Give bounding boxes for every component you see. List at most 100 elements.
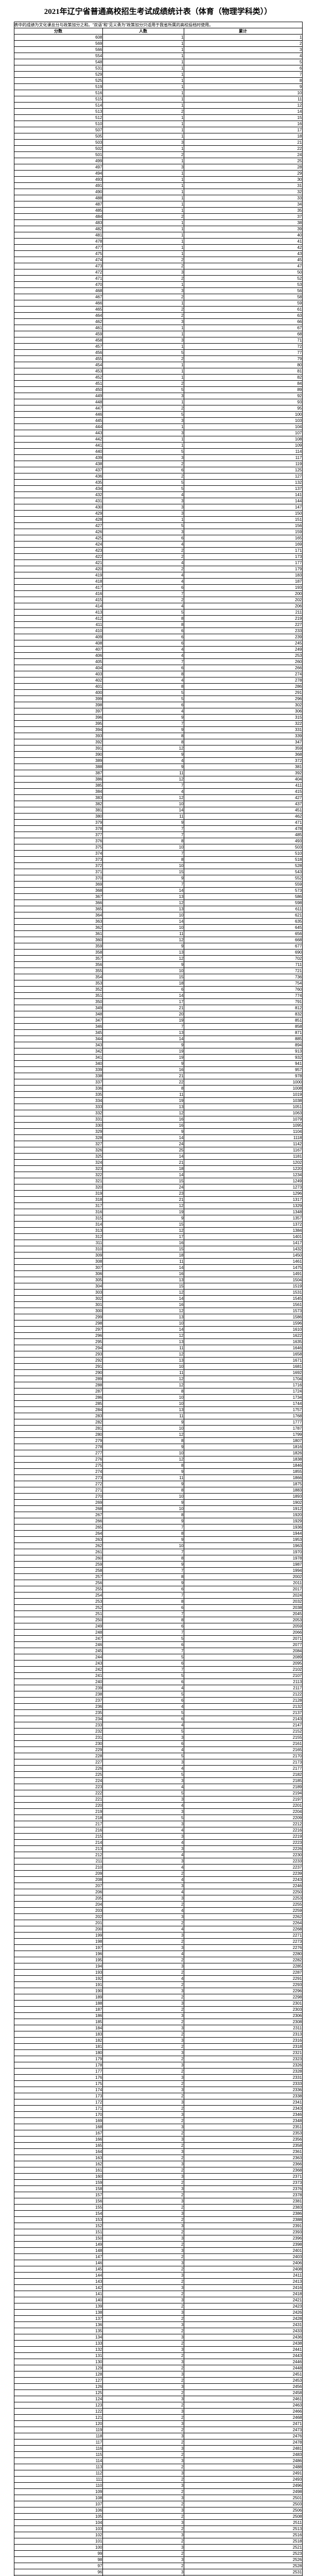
table-row: 401 8 286 xyxy=(13,683,303,690)
cell-score: 448 xyxy=(13,399,103,405)
cell-count: 3 xyxy=(102,2173,184,2180)
cell-score: 475 xyxy=(13,250,103,257)
table-row: 320 24 1273 xyxy=(13,1184,303,1191)
cell-score: 124 xyxy=(13,2396,103,2402)
cell-score: 240 xyxy=(13,1679,103,1685)
table-row: 338 21 978 xyxy=(13,1073,303,1079)
cell-count: 2 xyxy=(102,2167,184,2174)
cell-cumulative: 1450 xyxy=(183,1252,303,1259)
cell-score: 320 xyxy=(13,1184,103,1191)
cell-score: 400 xyxy=(13,689,103,696)
table-row: 435 5 132 xyxy=(13,479,303,486)
cell-score: 236 xyxy=(13,1703,103,1710)
cell-count: 13 xyxy=(102,1104,184,1110)
table-row: 450 5 89 xyxy=(13,386,303,393)
cell-count: 2 xyxy=(102,2043,184,2050)
cell-count: 7 xyxy=(102,1567,184,1574)
table-row: 244 5 2089 xyxy=(13,1654,303,1660)
cell-score: 167 xyxy=(13,2130,103,2137)
cell-count: 2 xyxy=(102,2501,184,2507)
cell-count: 4 xyxy=(102,1852,184,1858)
cell-score: 96 xyxy=(13,2569,103,2575)
cell-count: 4 xyxy=(102,652,184,659)
cell-count: 2 xyxy=(102,2550,184,2557)
cell-count: 4 xyxy=(102,1975,184,1982)
table-row: 247 5 2071 xyxy=(13,1635,303,1642)
cell-count: 4 xyxy=(102,1951,184,1957)
cell-cumulative: 125 xyxy=(183,467,303,473)
cell-score: 116 xyxy=(13,2445,103,2452)
table-row: 323 18 1220 xyxy=(13,1165,303,1172)
table-row: 408 6 245 xyxy=(13,640,303,647)
table-row: 184 3 2311 xyxy=(13,2025,303,2031)
cell-count: 12 xyxy=(102,1382,184,1388)
table-row: 118 3 2476 xyxy=(13,2433,303,2439)
cell-score: 336 xyxy=(13,1085,103,1092)
cell-cumulative: 2182 xyxy=(183,1771,303,1778)
cell-score: 222 xyxy=(13,1790,103,1797)
cell-count: 4 xyxy=(102,1889,184,1895)
table-row: 363 14 635 xyxy=(13,918,303,925)
cell-score: 172 xyxy=(13,2099,103,2106)
cell-count: 8 xyxy=(102,1487,184,1494)
cell-score: 399 xyxy=(13,696,103,702)
cell-score: 319 xyxy=(13,1190,103,1197)
cell-cumulative: 1079 xyxy=(183,1116,303,1123)
cell-count: 12 xyxy=(102,937,184,943)
cell-count: 3 xyxy=(102,2049,184,2056)
cell-cumulative: 260 xyxy=(183,658,303,665)
cell-cumulative: 2498 xyxy=(183,2488,303,2495)
cell-score: 439 xyxy=(13,454,103,461)
table-row: 230 6 2161 xyxy=(13,1740,303,1747)
cell-cumulative: 1348 xyxy=(183,1209,303,1215)
table-row: 277 10 1826 xyxy=(13,1450,303,1456)
table-row: 471 2 52 xyxy=(13,275,303,282)
cell-score: 325 xyxy=(13,1153,103,1160)
cell-score: 462 xyxy=(13,318,103,325)
cell-cumulative: 2212 xyxy=(183,1821,303,1827)
table-row: 427 5 156 xyxy=(13,522,303,529)
cell-count: 3 xyxy=(102,2136,184,2143)
table-row: 327 24 1142 xyxy=(13,1141,303,1147)
cell-count: 3 xyxy=(102,2458,184,2464)
table-row: 259 9 1987 xyxy=(13,1561,303,1568)
cell-count: 5 xyxy=(102,1691,184,1698)
table-row: 306 16 1491 xyxy=(13,1270,303,1277)
table-row: 264 8 1944 xyxy=(13,1530,303,1537)
cell-count: 1 xyxy=(102,189,184,195)
cell-count: 9 xyxy=(102,1042,184,1048)
cell-cumulative: 169 xyxy=(183,541,303,548)
cell-cumulative: 2431 xyxy=(183,2321,303,2328)
cell-score: 146 xyxy=(13,2260,103,2266)
cell-cumulative: 702 xyxy=(183,955,303,962)
cell-count: 20 xyxy=(102,1011,184,1018)
cell-cumulative: 2371 xyxy=(183,2173,303,2180)
cell-count: 1 xyxy=(102,133,184,140)
table-row: 437 6 125 xyxy=(13,467,303,473)
cell-score: 510 xyxy=(13,121,103,127)
cell-cumulative: 278 xyxy=(183,677,303,684)
cell-count: 3 xyxy=(102,2420,184,2427)
cell-score: 123 xyxy=(13,2402,103,2409)
cell-score: 264 xyxy=(13,1530,103,1537)
cell-count: 2 xyxy=(102,2563,184,2569)
cell-count: 2 xyxy=(102,2204,184,2211)
table-row: 197 3 2276 xyxy=(13,1944,303,1951)
table-row: 393 8 339 xyxy=(13,733,303,739)
table-row: 382 10 437 xyxy=(13,801,303,807)
cell-score: 432 xyxy=(13,492,103,498)
table-row: 147 2 2403 xyxy=(13,2253,303,2260)
cell-score: 155 xyxy=(13,2204,103,2211)
table-row: 145 2 2408 xyxy=(13,2266,303,2273)
cell-count: 10 xyxy=(102,801,184,807)
cell-cumulative: 1118 xyxy=(183,1134,303,1141)
table-row: 278 9 1816 xyxy=(13,1444,303,1450)
cell-score: 293 xyxy=(13,1351,103,1358)
cell-cumulative: 2393 xyxy=(183,2229,303,2235)
cell-score: 171 xyxy=(13,2105,103,2112)
cell-count: 21 xyxy=(102,1005,184,1011)
table-row: 290 11 1692 xyxy=(13,1369,303,1376)
cell-cumulative: 2436 xyxy=(183,2334,303,2341)
table-row: 345 13 871 xyxy=(13,1029,303,1036)
cell-count: 3 xyxy=(102,2383,184,2390)
